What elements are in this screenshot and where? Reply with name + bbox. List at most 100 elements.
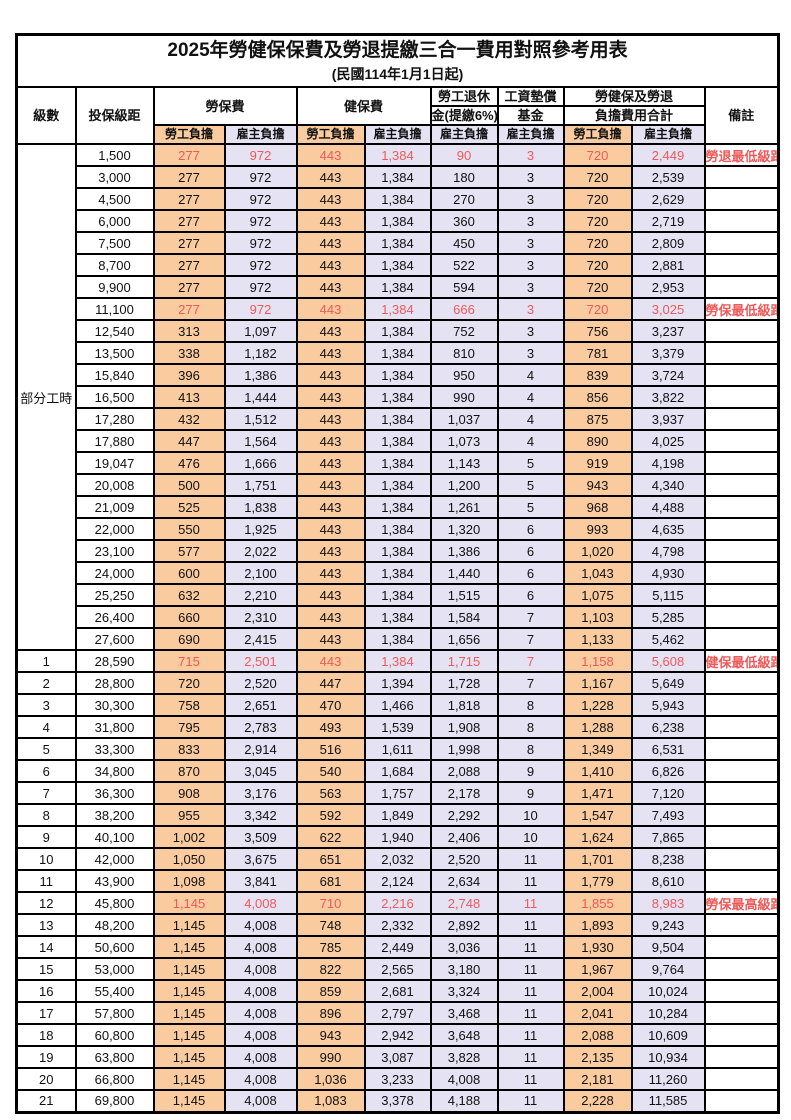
bracket-cell: 7,500 [74, 231, 155, 255]
subheader-health-employee: 勞工負擔 [295, 124, 366, 145]
value-cell: 2,629 [630, 187, 706, 211]
value-cell: 550 [152, 517, 226, 541]
value-cell: 690 [152, 627, 226, 651]
value-cell: 592 [295, 803, 366, 827]
remark-cell [703, 429, 780, 453]
remark-cell [703, 957, 780, 981]
table-row: 10 42,000 1,050 3,675 651 2,032 2,520 11 1,701 8,… [15, 847, 780, 871]
value-cell: 447 [152, 429, 226, 453]
value-cell: 277 [152, 253, 226, 277]
value-cell: 1,684 [363, 759, 432, 783]
value-cell: 972 [223, 209, 298, 233]
value-cell: 859 [295, 979, 366, 1003]
value-cell: 277 [152, 231, 226, 255]
page-subtitle: (民國114年1月1日起) [331, 66, 464, 82]
value-cell: 1,779 [562, 869, 633, 893]
value-cell: 3,509 [223, 825, 298, 849]
remark-cell [703, 451, 780, 475]
value-cell: 720 [152, 671, 226, 695]
value-cell: 4,008 [223, 957, 298, 981]
table-row: 8,700 277 972 443 1,384 522 3 720 2,881 [17, 253, 780, 277]
value-cell: 277 [152, 143, 226, 167]
value-cell: 3,025 [630, 297, 706, 321]
value-cell: 443 [295, 605, 366, 629]
value-cell: 2,719 [630, 209, 706, 233]
value-cell: 752 [429, 319, 499, 343]
value-cell: 443 [295, 275, 366, 299]
value-cell: 2,032 [363, 847, 432, 871]
level-cell: 16 [15, 979, 77, 1003]
value-cell: 8 [496, 693, 565, 717]
bracket-cell: 25,250 [74, 583, 155, 607]
bracket-cell: 50,600 [74, 935, 155, 959]
table-row: 部分工時 1,500 277 972 443 1,384 90 3 720 2,449 勞退最低級距 [15, 143, 780, 651]
value-cell: 1,320 [429, 517, 499, 541]
table-row: 11 43,900 1,098 3,841 681 2,124 2,634 11 1,779 8,… [15, 869, 780, 893]
value-cell: 1,386 [223, 363, 298, 387]
value-cell: 1,261 [429, 495, 499, 519]
level-cell: 12 [15, 891, 77, 915]
value-cell: 522 [429, 253, 499, 277]
value-cell: 1,384 [363, 341, 432, 365]
col-header-wage-fund-line1: 工資墊償 [496, 86, 565, 107]
table-row: 9 40,100 1,002 3,509 622 1,940 2,406 10 1,624 7,8… [15, 825, 780, 849]
value-cell: 4,008 [223, 1067, 298, 1091]
value-cell: 720 [562, 253, 633, 277]
value-cell: 870 [152, 759, 226, 783]
value-cell: 1,967 [562, 957, 633, 981]
table-row: 16,500 413 1,444 443 1,384 990 4 856 3,822 [17, 385, 780, 409]
col-header-level: 級數 [15, 86, 77, 145]
value-cell: 2,292 [429, 803, 499, 827]
subheader-health-employer: 雇主負擔 [363, 124, 432, 145]
value-cell: 5 [496, 473, 565, 497]
value-cell: 972 [223, 253, 298, 277]
value-cell: 2,210 [223, 583, 298, 607]
remark-cell [703, 825, 780, 849]
level-cell: 18 [15, 1023, 77, 1047]
value-cell: 1,103 [562, 605, 633, 629]
value-cell: 2,783 [223, 715, 298, 739]
value-cell: 3 [496, 275, 565, 299]
table-row: 7,500 277 972 443 1,384 450 3 720 2,809 [17, 231, 780, 255]
value-cell: 2,088 [562, 1023, 633, 1047]
value-cell: 822 [295, 957, 366, 981]
value-cell: 90 [429, 143, 499, 167]
bracket-cell: 1,500 [74, 143, 155, 167]
remark-cell [703, 495, 780, 519]
value-cell: 1,384 [363, 649, 432, 673]
value-cell: 1,145 [152, 1089, 226, 1113]
value-cell: 1,182 [223, 341, 298, 365]
value-cell: 1,512 [223, 407, 298, 431]
value-cell: 338 [152, 341, 226, 365]
value-cell: 2,415 [223, 627, 298, 651]
value-cell: 972 [223, 297, 298, 321]
value-cell: 443 [295, 627, 366, 651]
value-cell: 1,384 [363, 165, 432, 189]
value-cell: 6,531 [630, 737, 706, 761]
value-cell: 1,384 [363, 561, 432, 585]
value-cell: 1,200 [429, 473, 499, 497]
bracket-cell: 15,840 [74, 363, 155, 387]
value-cell: 1,757 [363, 781, 432, 805]
subheader-total-employer: 雇主負擔 [630, 124, 706, 145]
value-cell: 1,384 [363, 495, 432, 519]
value-cell: 4,488 [630, 495, 706, 519]
col-header-pension-line2: 金(提繳6%) [429, 105, 499, 126]
value-cell: 748 [295, 913, 366, 937]
value-cell: 7,493 [630, 803, 706, 827]
remark-cell [703, 253, 780, 277]
table-row: 3,000 277 972 443 1,384 180 3 720 2,539 [17, 165, 780, 189]
value-cell: 2,022 [223, 539, 298, 563]
table-row: 7 36,300 908 3,176 563 1,757 2,178 9 1,471 7,120 [15, 781, 780, 805]
value-cell: 4,008 [223, 891, 298, 915]
bracket-cell: 27,600 [74, 627, 155, 651]
value-cell: 6,238 [630, 715, 706, 739]
value-cell: 720 [562, 297, 633, 321]
value-cell: 11,260 [630, 1067, 706, 1091]
value-cell: 5,115 [630, 583, 706, 607]
value-cell: 1,145 [152, 1023, 226, 1047]
remark-cell [703, 165, 780, 189]
bracket-cell: 13,500 [74, 341, 155, 365]
value-cell: 3,648 [429, 1023, 499, 1047]
value-cell: 1,158 [562, 649, 633, 673]
